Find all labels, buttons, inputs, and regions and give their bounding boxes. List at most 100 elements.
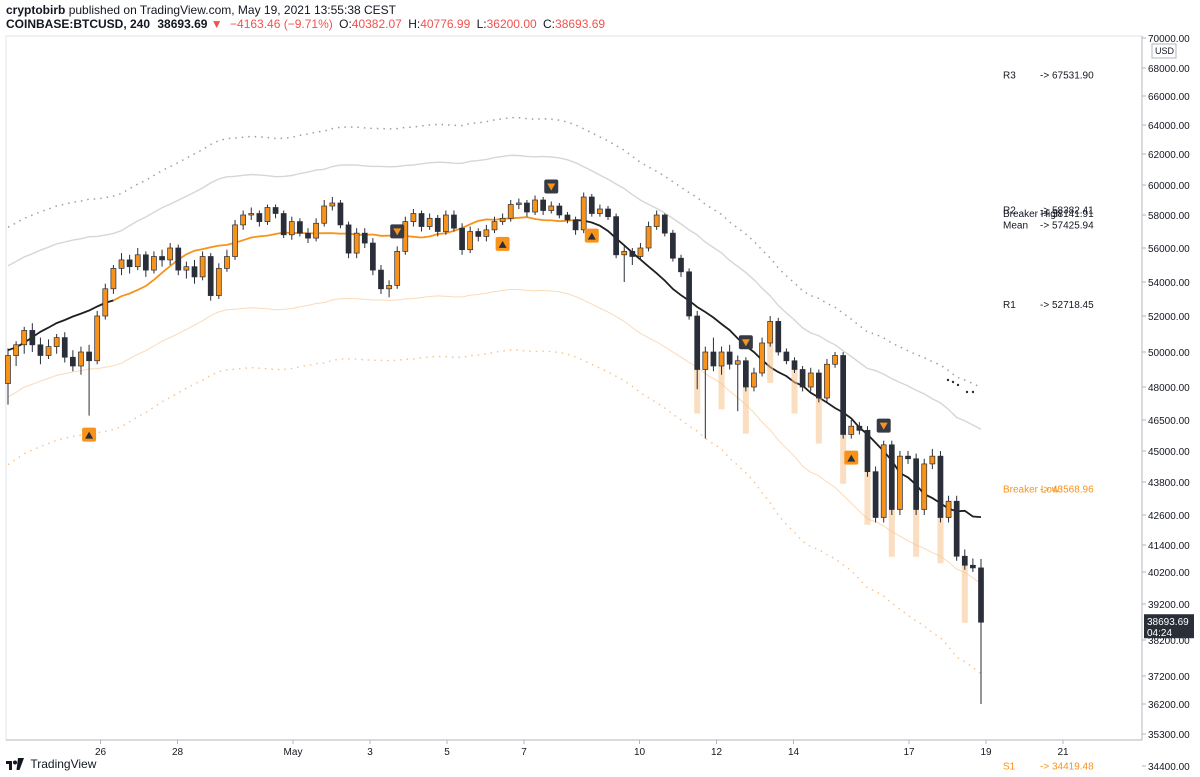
candle[interactable] bbox=[159, 249, 165, 267]
candle[interactable] bbox=[142, 251, 149, 277]
candle[interactable] bbox=[897, 451, 903, 515]
candle[interactable] bbox=[21, 326, 28, 354]
candle[interactable] bbox=[970, 558, 976, 573]
candle[interactable] bbox=[13, 341, 19, 366]
candle[interactable] bbox=[888, 440, 895, 515]
candle[interactable] bbox=[232, 219, 238, 260]
candle[interactable] bbox=[70, 350, 76, 372]
candle[interactable] bbox=[678, 254, 684, 277]
candle[interactable] bbox=[499, 213, 506, 225]
candle[interactable] bbox=[491, 216, 498, 234]
candle[interactable] bbox=[167, 243, 174, 265]
candle[interactable] bbox=[767, 316, 774, 347]
candle[interactable] bbox=[224, 249, 230, 272]
candle[interactable] bbox=[848, 420, 855, 439]
candle[interactable] bbox=[337, 200, 344, 229]
candle[interactable] bbox=[410, 209, 417, 227]
candle[interactable] bbox=[799, 366, 806, 392]
candle[interactable] bbox=[313, 218, 319, 242]
buy-signal-marker[interactable] bbox=[584, 228, 599, 243]
buy-signal-marker[interactable] bbox=[844, 450, 859, 465]
candle[interactable] bbox=[353, 228, 360, 259]
candle[interactable] bbox=[370, 238, 376, 276]
candle[interactable] bbox=[29, 323, 36, 352]
candle[interactable] bbox=[670, 229, 676, 262]
candle[interactable] bbox=[953, 495, 960, 561]
candle[interactable] bbox=[532, 195, 538, 216]
candle[interactable] bbox=[734, 355, 741, 412]
sell-signal-marker[interactable] bbox=[876, 418, 891, 433]
candle[interactable] bbox=[305, 228, 311, 244]
candle[interactable] bbox=[507, 200, 514, 222]
candle[interactable] bbox=[151, 251, 157, 274]
candle[interactable] bbox=[280, 210, 287, 239]
candle[interactable] bbox=[191, 259, 198, 284]
candle[interactable] bbox=[791, 357, 798, 373]
candle[interactable] bbox=[361, 228, 368, 248]
candle[interactable] bbox=[61, 332, 68, 363]
candle[interactable] bbox=[467, 226, 474, 254]
footer-brand[interactable]: TradingView bbox=[30, 756, 97, 771]
candle[interactable] bbox=[418, 210, 425, 232]
candle[interactable] bbox=[961, 549, 968, 570]
candle[interactable] bbox=[978, 559, 984, 704]
candle[interactable] bbox=[215, 263, 222, 299]
candle[interactable] bbox=[945, 495, 952, 523]
candle[interactable] bbox=[929, 448, 936, 470]
candle[interactable] bbox=[686, 268, 692, 320]
candle[interactable] bbox=[572, 216, 579, 235]
candle[interactable] bbox=[524, 200, 530, 217]
buy-signal-marker[interactable] bbox=[495, 236, 510, 251]
candle[interactable] bbox=[264, 204, 271, 225]
candle[interactable] bbox=[775, 317, 782, 356]
author-name[interactable]: cryptobirb bbox=[6, 3, 66, 17]
candle[interactable] bbox=[661, 213, 668, 237]
candle[interactable] bbox=[807, 367, 814, 392]
candle[interactable] bbox=[86, 344, 92, 416]
candle[interactable] bbox=[451, 210, 457, 232]
candle[interactable] bbox=[459, 223, 465, 255]
candle[interactable] bbox=[475, 228, 482, 242]
sell-signal-marker[interactable] bbox=[544, 179, 559, 194]
candle[interactable] bbox=[199, 251, 206, 281]
candle[interactable] bbox=[783, 348, 790, 365]
candle[interactable] bbox=[564, 212, 571, 224]
candle[interactable] bbox=[637, 243, 644, 260]
candle[interactable] bbox=[815, 369, 822, 403]
candle[interactable] bbox=[653, 210, 660, 230]
candle[interactable] bbox=[726, 344, 733, 370]
candle[interactable] bbox=[921, 458, 928, 515]
candle[interactable] bbox=[110, 265, 117, 294]
candle[interactable] bbox=[78, 346, 84, 375]
candle[interactable] bbox=[248, 207, 255, 220]
symbol-label[interactable]: COINBASE:BTCUSD, 240 bbox=[6, 17, 151, 31]
candle[interactable] bbox=[53, 334, 60, 354]
sell-signal-marker[interactable] bbox=[390, 224, 405, 239]
candle[interactable] bbox=[483, 224, 490, 242]
candle[interactable] bbox=[240, 210, 246, 230]
candle[interactable] bbox=[751, 367, 757, 392]
candle[interactable] bbox=[759, 337, 765, 377]
candle[interactable] bbox=[743, 357, 749, 392]
candle[interactable] bbox=[443, 210, 449, 235]
candle[interactable] bbox=[207, 253, 214, 301]
candle[interactable] bbox=[288, 216, 295, 240]
candle[interactable] bbox=[905, 451, 911, 464]
candle[interactable] bbox=[872, 466, 879, 523]
candle[interactable] bbox=[272, 204, 279, 219]
candle[interactable] bbox=[613, 213, 619, 259]
candle[interactable] bbox=[45, 339, 52, 359]
candle[interactable] bbox=[118, 253, 125, 276]
candle[interactable] bbox=[394, 246, 401, 289]
candle[interactable] bbox=[175, 244, 182, 276]
currency-label[interactable]: USD bbox=[1151, 43, 1177, 59]
candle[interactable] bbox=[556, 203, 563, 219]
candle[interactable] bbox=[515, 198, 522, 210]
candle[interactable] bbox=[256, 210, 263, 227]
candle[interactable] bbox=[937, 451, 944, 523]
candle[interactable] bbox=[426, 213, 433, 230]
candle[interactable] bbox=[694, 310, 701, 390]
candle[interactable] bbox=[718, 346, 725, 375]
candle[interactable] bbox=[321, 200, 328, 227]
